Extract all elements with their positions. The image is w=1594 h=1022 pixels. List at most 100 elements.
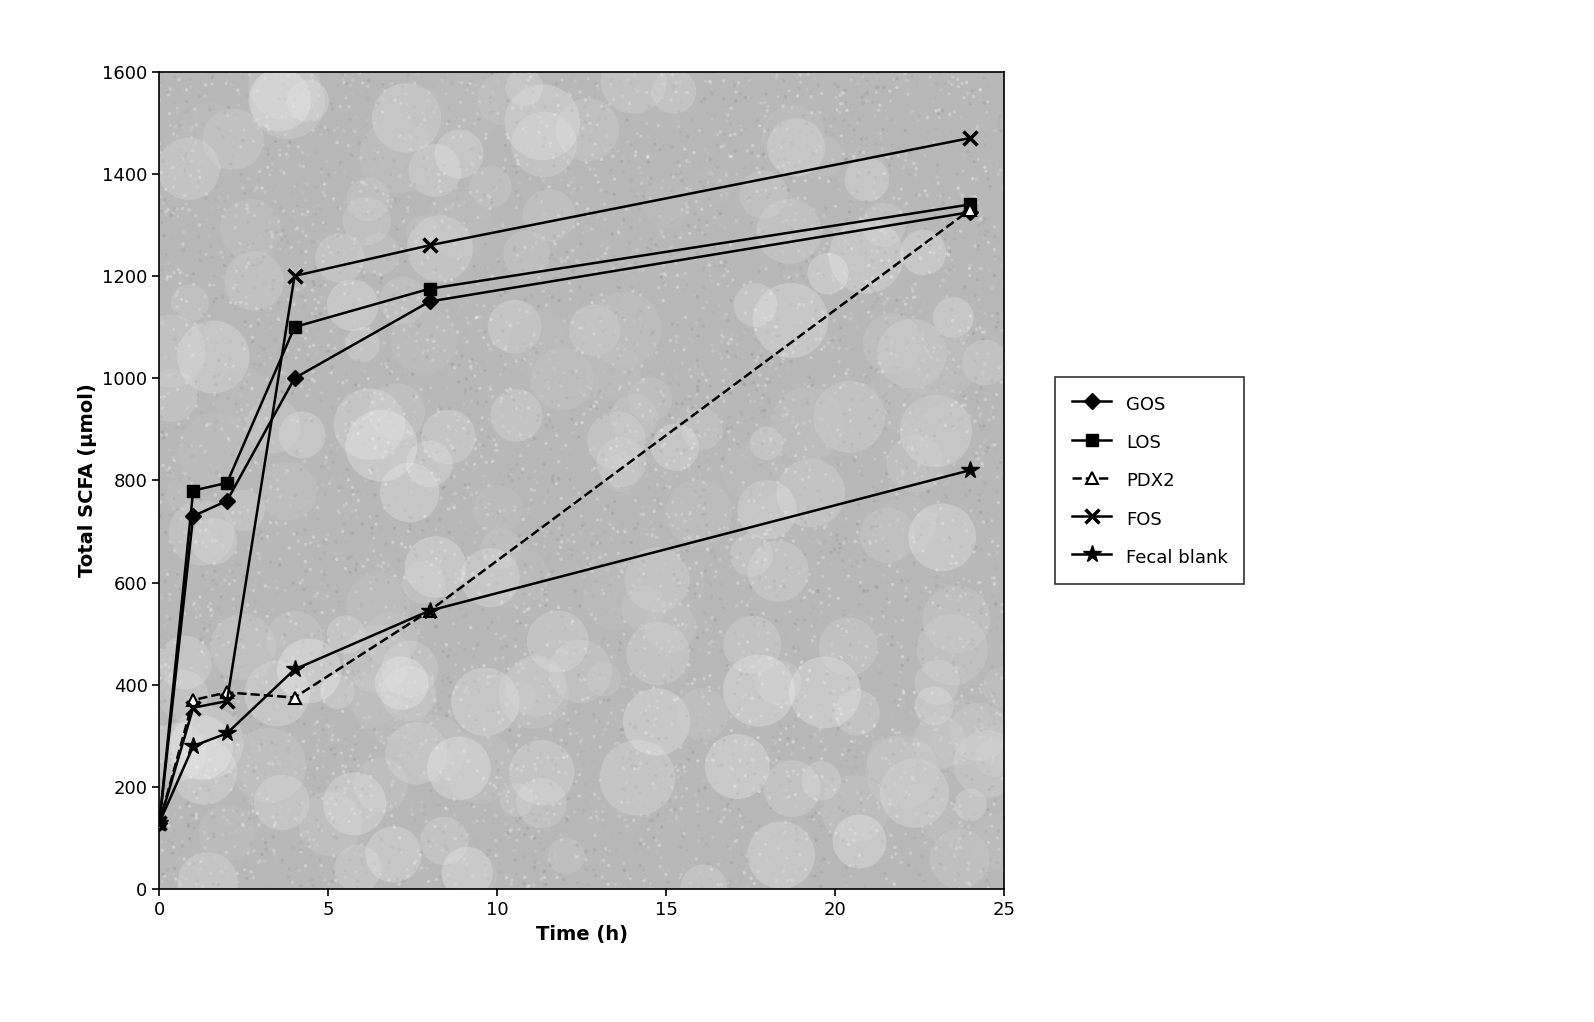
Point <box>349 567 375 584</box>
Point <box>317 816 343 832</box>
Point <box>786 693 811 709</box>
Point <box>566 216 591 232</box>
Point <box>349 855 375 872</box>
Point <box>239 795 265 811</box>
Point <box>929 141 955 157</box>
Point <box>411 175 437 191</box>
Point <box>258 841 284 857</box>
Point <box>713 361 738 377</box>
Point <box>862 717 888 734</box>
Point <box>851 583 877 599</box>
Point <box>156 467 182 483</box>
Point <box>236 250 261 267</box>
Point <box>830 553 856 569</box>
Point <box>483 71 508 87</box>
Point <box>191 778 217 794</box>
Point <box>316 337 341 354</box>
Point <box>947 792 972 808</box>
Point <box>936 791 961 807</box>
Point <box>488 503 513 519</box>
Point <box>467 145 493 161</box>
Point <box>690 603 716 619</box>
Point <box>360 413 386 429</box>
Point <box>437 784 462 800</box>
Point <box>410 671 435 688</box>
Point <box>728 404 754 420</box>
Point <box>956 408 982 424</box>
Point <box>563 493 588 509</box>
Point <box>218 156 244 173</box>
Point <box>204 570 230 587</box>
Point <box>504 114 529 131</box>
Point <box>708 218 733 234</box>
Point <box>909 526 934 543</box>
Point <box>225 866 250 882</box>
Point <box>689 421 714 437</box>
Point <box>969 457 995 473</box>
Point <box>398 786 424 802</box>
Point <box>867 239 893 256</box>
Point <box>650 292 676 309</box>
Point <box>717 758 743 775</box>
Point <box>185 758 210 775</box>
Point <box>695 218 720 234</box>
Point <box>716 349 741 365</box>
Point <box>432 683 457 699</box>
Point <box>375 188 400 204</box>
Point <box>628 832 654 848</box>
Point <box>671 862 697 878</box>
Point <box>606 408 631 424</box>
Point <box>536 407 561 423</box>
Point <box>934 200 960 217</box>
Point <box>771 346 797 363</box>
Point <box>834 772 859 788</box>
Point <box>344 673 370 690</box>
Point <box>623 779 649 795</box>
Point <box>510 121 536 137</box>
Point <box>925 362 950 378</box>
Point <box>320 809 346 826</box>
Point <box>762 246 787 263</box>
Point <box>328 846 354 863</box>
Point <box>472 468 497 484</box>
Point <box>792 376 818 392</box>
Point <box>362 688 387 704</box>
Point <box>163 331 188 347</box>
Point <box>338 420 363 436</box>
Point <box>177 681 202 697</box>
Point <box>231 421 257 437</box>
Point <box>314 531 340 548</box>
Point <box>349 419 375 435</box>
Point <box>917 69 942 86</box>
Point <box>649 66 674 83</box>
Point <box>333 88 359 104</box>
Point <box>198 228 223 244</box>
Point <box>376 557 402 573</box>
Point <box>743 296 768 313</box>
Point <box>505 766 531 783</box>
Point <box>218 409 244 425</box>
Point <box>864 629 889 645</box>
Point <box>980 410 1006 426</box>
Point <box>430 672 456 689</box>
Point <box>765 513 791 529</box>
Point <box>647 280 673 296</box>
Point <box>521 327 547 343</box>
Point <box>709 75 735 91</box>
Point <box>448 575 473 592</box>
Point <box>870 388 896 405</box>
Point <box>531 746 556 762</box>
Point <box>199 876 225 892</box>
Point <box>582 166 607 182</box>
Point <box>803 475 829 492</box>
Point <box>791 473 816 490</box>
Point <box>878 480 904 497</box>
Point <box>771 431 797 448</box>
Point <box>901 155 926 172</box>
Point <box>435 877 461 893</box>
Point <box>733 90 759 106</box>
Point <box>403 325 429 341</box>
Point <box>222 774 247 790</box>
Point <box>257 757 282 774</box>
Point <box>829 518 854 535</box>
